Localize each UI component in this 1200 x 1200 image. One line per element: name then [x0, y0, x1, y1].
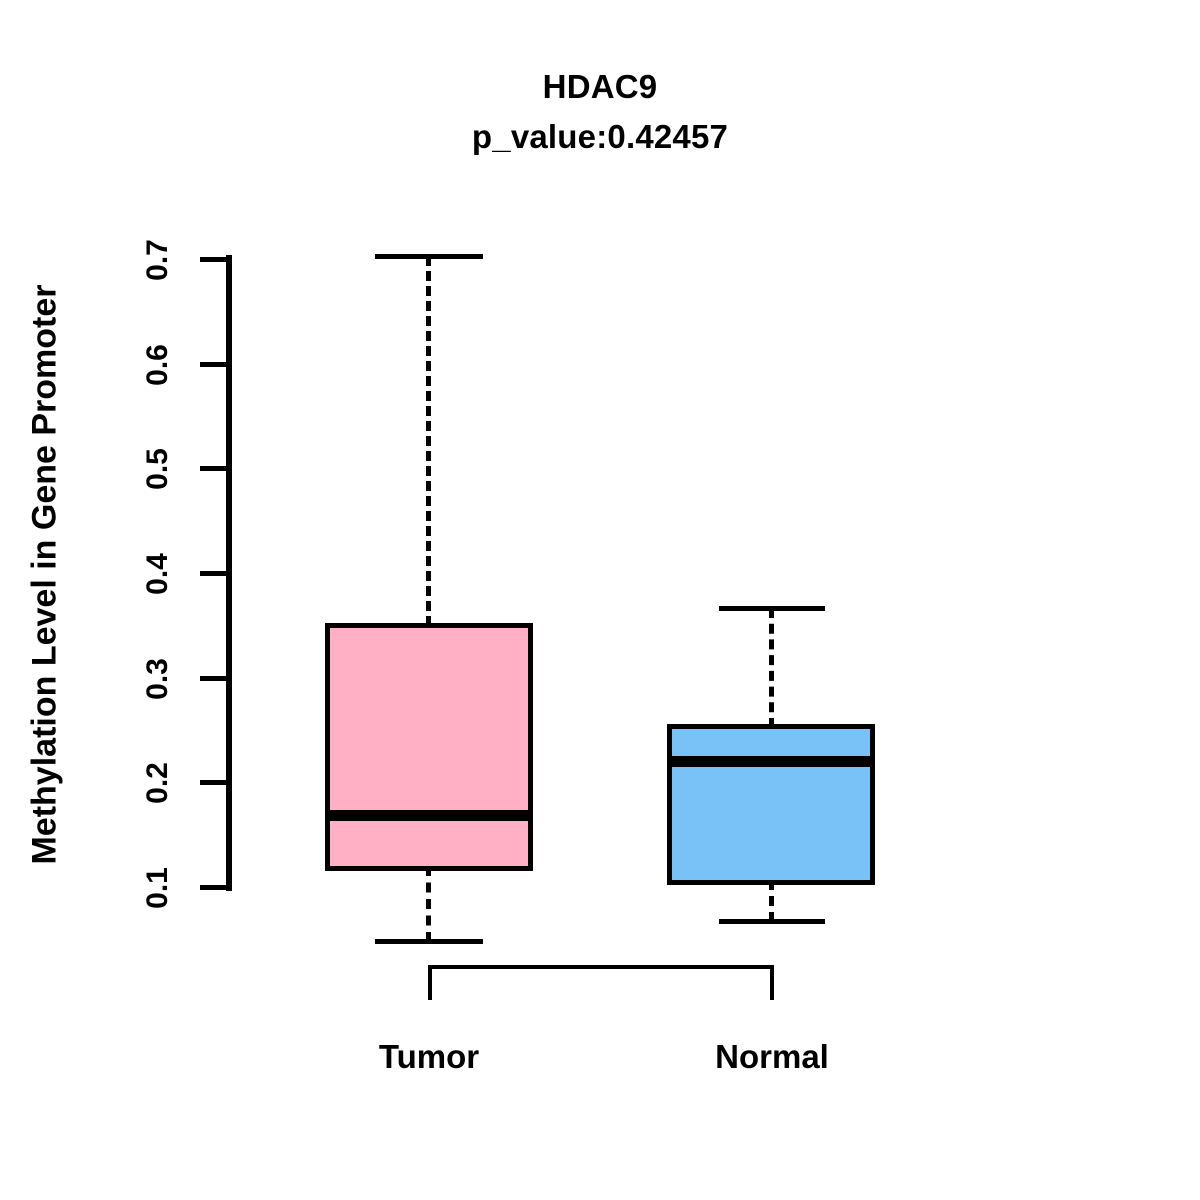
- comparison-bracket-leg-right: [770, 965, 774, 1000]
- normal-box: [667, 724, 875, 885]
- y-tick-0.1: [200, 885, 228, 890]
- y-tick-label-0.3: 0.3: [141, 658, 174, 700]
- normal-whisker-lower: [769, 880, 774, 922]
- x-axis-label-tumor: Tumor: [378, 1038, 480, 1075]
- y-tick-label-0.6: 0.6: [141, 344, 174, 386]
- normal-whisker-cap-lower: [719, 919, 825, 924]
- tumor-whisker-cap-upper: [375, 254, 483, 259]
- y-tick-0.4: [200, 571, 228, 576]
- normal-median-line: [667, 756, 875, 767]
- y-tick-label-0.2: 0.2: [141, 762, 174, 804]
- comparison-bracket-top: [428, 965, 774, 969]
- y-axis-line: [226, 255, 232, 891]
- y-tick-label-0.4: 0.4: [141, 553, 174, 595]
- chart-subtitle-pvalue: p_value:0.42457: [471, 118, 729, 155]
- y-axis-label: Methylation Level in Gene Promoter: [25, 284, 64, 865]
- chart-title: HDAC9: [542, 68, 658, 105]
- tumor-whisker-lower: [426, 866, 431, 942]
- y-tick-0.6: [200, 362, 228, 367]
- tumor-median-line: [325, 810, 533, 821]
- y-tick-label-0.7: 0.7: [141, 239, 174, 281]
- normal-whisker-upper: [769, 608, 774, 728]
- y-tick-label-0.5: 0.5: [141, 448, 174, 490]
- y-tick-0.2: [200, 780, 228, 785]
- x-axis-label-normal: Normal: [715, 1038, 829, 1075]
- y-tick-0.5: [200, 466, 228, 471]
- tumor-box: [325, 623, 533, 871]
- y-tick-label-0.1: 0.1: [141, 867, 174, 909]
- tumor-whisker-cap-lower: [375, 939, 483, 944]
- y-tick-0.7: [200, 257, 228, 262]
- normal-whisker-cap-upper: [719, 606, 825, 611]
- tumor-whisker-upper: [426, 256, 431, 626]
- comparison-bracket-leg-left: [428, 965, 432, 1000]
- y-tick-0.3: [200, 676, 228, 681]
